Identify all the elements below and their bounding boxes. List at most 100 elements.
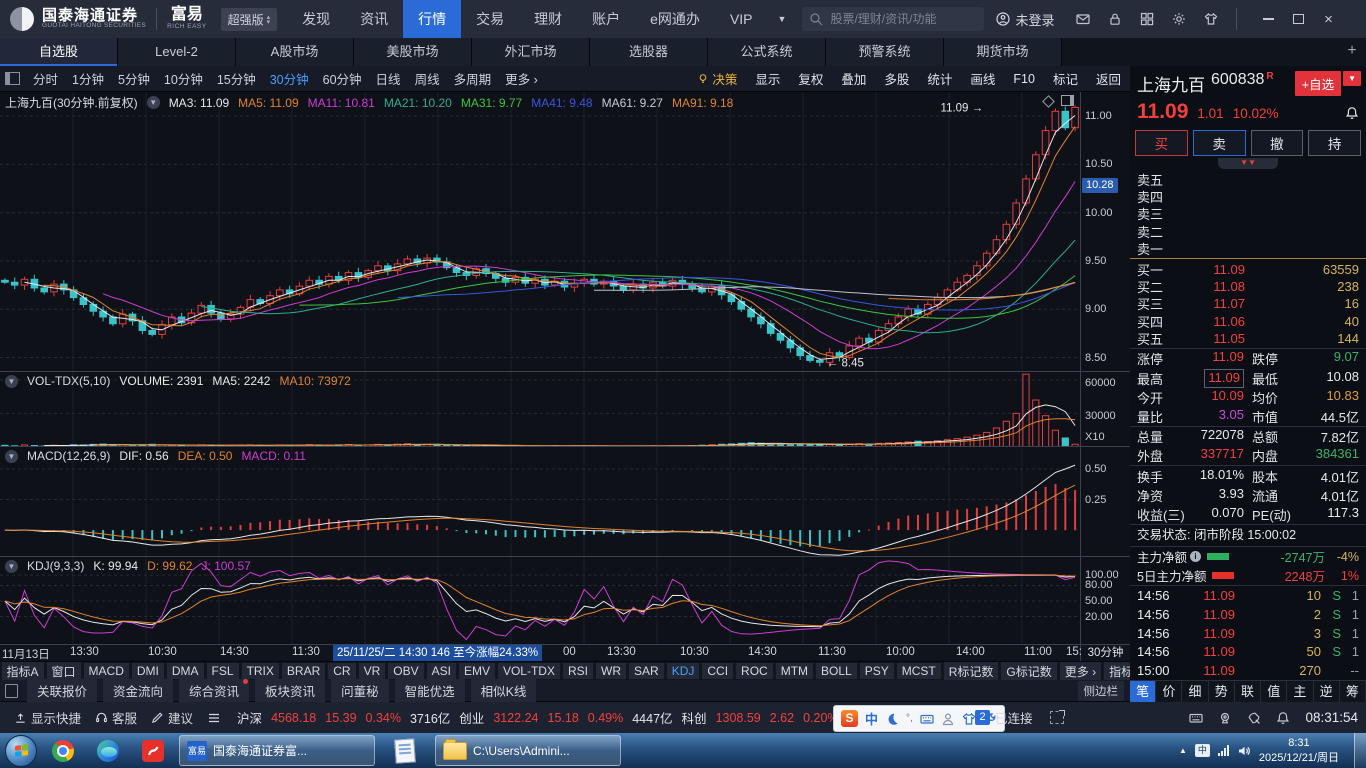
search-input[interactable]	[828, 11, 971, 27]
stock-name[interactable]: 上海九百	[1137, 76, 1205, 95]
status-shortcut[interactable]: 建议	[151, 708, 193, 727]
chart-action[interactable]: 复权	[789, 69, 832, 88]
indicator-tab[interactable]: MCST	[896, 663, 941, 679]
market-summary-icon-wrap[interactable]	[207, 711, 221, 725]
bid-row[interactable]: 买四 11.06 40	[1130, 313, 1366, 330]
indicator-tab[interactable]: VOL-TDX	[497, 663, 560, 679]
index-ticker[interactable]: 沪深 4568.18 15.39 0.34% 3716亿 创业 3122.24 15.18 0.…	[237, 708, 863, 727]
chart-action[interactable]: F10	[1004, 72, 1044, 86]
indicator-tab[interactable]: EMV	[458, 663, 495, 679]
collapse-orders[interactable]: ▼▼	[1130, 157, 1366, 170]
ask-row[interactable]: 卖三	[1130, 205, 1366, 222]
indicator-tab[interactable]: FSL	[206, 663, 239, 679]
period-option[interactable]: 1分钟	[72, 73, 104, 87]
ask-row[interactable]: 卖二	[1130, 223, 1366, 240]
lock-button[interactable]	[1100, 0, 1130, 38]
market-tab[interactable]: 预警系统	[826, 38, 944, 66]
menu-item[interactable]: e网通办	[650, 11, 700, 27]
volume-pane[interactable]: ▼ VOL-TDX(5,10) VOLUME: 2391 MA5: 2242 MA10…	[0, 372, 1130, 447]
chart-action[interactable]: 画线	[961, 69, 1004, 88]
close-button[interactable]: ×	[1324, 10, 1333, 28]
period-option[interactable]: 30分钟	[269, 73, 309, 87]
market-tab[interactable]: 选股器	[590, 38, 708, 66]
taskbar-chrome[interactable]	[44, 736, 82, 766]
function-tab[interactable]: 问董秘	[331, 679, 389, 702]
indicator-tab[interactable]: BRAR	[281, 663, 326, 679]
dock-panel-icon[interactable]	[5, 683, 18, 698]
order-button-plain[interactable]: 撤	[1250, 129, 1304, 156]
menu-item[interactable]: 交易	[476, 11, 505, 27]
taskbar-folder[interactable]: C:\Users\Admini...	[435, 735, 621, 766]
sidebar-toggle[interactable]: 侧边栏	[1077, 680, 1124, 701]
taskbar-edge[interactable]	[89, 736, 127, 766]
ask-row[interactable]: 卖一	[1130, 240, 1366, 257]
chart-action[interactable]: 显示	[746, 69, 789, 88]
tray-expand-icon[interactable]: ▲	[1178, 746, 1187, 755]
menu-item[interactable]: 行情	[403, 0, 462, 38]
market-tab[interactable]: Level-2	[118, 38, 236, 66]
function-tab[interactable]: 相似K线	[470, 679, 537, 702]
menu-item[interactable]: 发现	[302, 11, 331, 27]
connection-status[interactable]: 2 已连接	[975, 702, 1033, 733]
mail-button[interactable]	[1068, 0, 1098, 38]
menu-more-caret[interactable]: ▼	[777, 14, 787, 24]
expand-window-icon[interactable]	[1050, 710, 1066, 724]
quote-tab[interactable]: 细	[1182, 681, 1209, 702]
login-status[interactable]: 未登录	[996, 10, 1054, 29]
ime-keyboard-icon[interactable]	[920, 712, 934, 726]
taskbar-trading-launcher[interactable]	[134, 736, 172, 766]
period-option[interactable]: 周线	[414, 73, 440, 87]
info-icon[interactable]: i	[1190, 551, 1202, 563]
quote-tab[interactable]: 势	[1209, 681, 1235, 702]
vol-collapse-icon[interactable]: ▼	[5, 374, 18, 388]
volume-icon[interactable]	[1237, 744, 1251, 758]
period-option[interactable]: 更多 ›	[505, 73, 538, 87]
alert-bell-icon[interactable]	[1345, 106, 1359, 120]
split-view-icon[interactable]	[1061, 95, 1074, 106]
add-watchlist-button[interactable]: +自选	[1294, 71, 1342, 96]
kdj-collapse-icon[interactable]: ▼	[5, 559, 18, 573]
ime-skin-icon[interactable]	[962, 712, 976, 726]
watchlist-caret-button[interactable]: ▼	[1343, 71, 1361, 86]
taskbar-active-app[interactable]: 富易 国泰海通证券富...	[179, 735, 375, 766]
version-switch-button[interactable]: 超强版 ▴ ▾	[220, 7, 278, 31]
bid-row[interactable]: 买三 11.07 16	[1130, 295, 1366, 312]
add-tab-button[interactable]: +	[1347, 42, 1357, 59]
satellite-icon[interactable]	[1247, 711, 1261, 725]
chart-action[interactable]: 统计	[918, 69, 961, 88]
indicator-right-tab[interactable]: 指标B	[1104, 662, 1130, 680]
tray-clock[interactable]: 8:31 2025/12/21/周日	[1259, 736, 1339, 765]
chart-action[interactable]: 叠加	[832, 69, 875, 88]
quote-tab[interactable]: 筹	[1340, 681, 1366, 702]
menu-item[interactable]: VIP	[729, 11, 753, 27]
network-signal-icon[interactable]	[1217, 745, 1229, 756]
indicator-tab[interactable]: WR	[596, 663, 626, 679]
panel-toggle-icon[interactable]	[5, 72, 20, 85]
period-option[interactable]: 60分钟	[322, 73, 362, 87]
function-tab[interactable]: 资金流向	[103, 679, 174, 702]
indicator-tab[interactable]: VR	[358, 663, 386, 679]
quote-tab[interactable]: 逆	[1314, 681, 1340, 702]
indicator-tab[interactable]: KDJ	[666, 663, 700, 679]
indicator-tab[interactable]: BOLL	[816, 663, 857, 679]
tray-ime-icon[interactable]: 中	[1194, 744, 1210, 757]
collapse-pane-icon[interactable]: ▼	[146, 96, 160, 109]
market-tab[interactable]: 美股市场	[354, 38, 472, 66]
ime-logo-icon[interactable]: S	[841, 710, 858, 727]
start-button[interactable]	[5, 734, 37, 767]
bid-row[interactable]: 买二 11.08 238	[1130, 278, 1366, 295]
restore-button[interactable]	[1283, 0, 1313, 38]
indicator-tab[interactable]: G标记数	[1001, 662, 1057, 680]
period-option[interactable]: 5分钟	[117, 73, 150, 87]
indicator-tab[interactable]: MTM	[775, 663, 814, 679]
indicator-tab[interactable]: DMI	[131, 663, 164, 679]
menu-item[interactable]: 理财	[534, 11, 563, 27]
indicator-tab[interactable]: R标记数	[943, 662, 999, 680]
alerts-icon[interactable]	[1276, 711, 1290, 725]
indicator-tab[interactable]: OBV	[388, 663, 424, 679]
taskbar-notes[interactable]	[382, 736, 428, 766]
chart-action[interactable]: 返回	[1087, 69, 1130, 88]
ime-mode[interactable]: 中	[865, 712, 879, 727]
function-tab[interactable]: 关联报价	[27, 679, 98, 702]
function-tab[interactable]: 智能优选	[394, 679, 465, 702]
